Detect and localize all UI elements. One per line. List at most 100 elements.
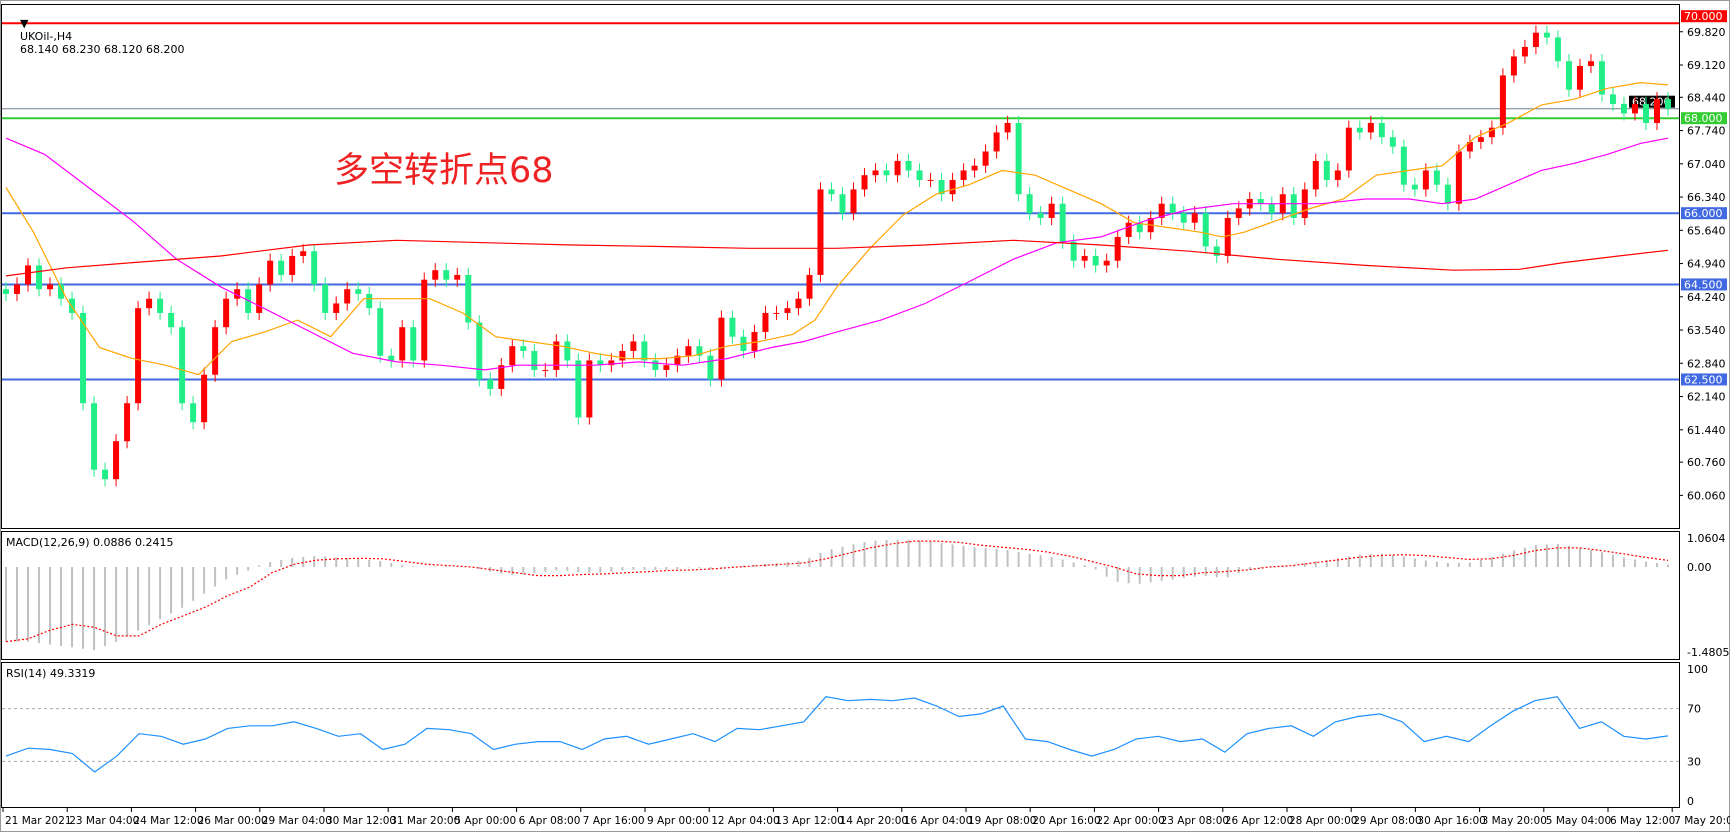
price-tick-label: 67.740 bbox=[1687, 125, 1726, 138]
candle-bull bbox=[1631, 103, 1638, 114]
rsi-pane-frame bbox=[1, 662, 1680, 808]
time-tick-label: 30 Apr 16:00 bbox=[1417, 815, 1485, 827]
candle-bull bbox=[1103, 260, 1110, 266]
candle-bull bbox=[212, 327, 219, 375]
candle-bear bbox=[564, 341, 571, 361]
candle-bull bbox=[795, 298, 802, 309]
candle-bull bbox=[256, 284, 263, 313]
candle-bear bbox=[828, 189, 835, 195]
candle-bull bbox=[14, 284, 21, 294]
candle-bear bbox=[883, 170, 890, 176]
price-level-badge bbox=[1681, 112, 1727, 125]
candle-bull bbox=[1235, 208, 1242, 218]
candle-bull bbox=[1510, 56, 1517, 76]
candle-bear bbox=[696, 346, 703, 356]
macd-axis-label: -1.4805 bbox=[1687, 646, 1729, 659]
candle-bear bbox=[157, 298, 164, 313]
candle-bear bbox=[938, 179, 945, 195]
price-level-label: 68.200 bbox=[1632, 96, 1671, 109]
rsi-axis-label: 0 bbox=[1687, 795, 1694, 808]
candle-bull bbox=[861, 175, 868, 190]
candle-bear bbox=[1378, 122, 1385, 138]
candle-bull bbox=[146, 298, 153, 309]
ohlc-readout: 68.140 68.230 68.120 68.200 bbox=[20, 43, 185, 56]
candle-bear bbox=[355, 289, 362, 294]
candle-bear bbox=[1323, 160, 1330, 180]
candle-bear bbox=[1665, 99, 1671, 109]
candle-bear bbox=[322, 284, 329, 313]
candle-bear bbox=[1598, 61, 1605, 95]
rsi-line bbox=[5, 696, 1669, 773]
price-tick-label: 63.540 bbox=[1687, 324, 1726, 337]
candle-bull bbox=[1334, 170, 1341, 180]
candle-bull bbox=[751, 331, 758, 351]
candle-bear bbox=[476, 322, 483, 380]
candle-bear bbox=[916, 170, 923, 180]
candle-bull bbox=[289, 255, 296, 275]
candle-bull bbox=[762, 312, 769, 332]
candle-bull bbox=[1367, 122, 1374, 133]
time-tick-label: 20 Apr 16:00 bbox=[1032, 815, 1100, 827]
symbol-label: UKOil-,H4 bbox=[20, 30, 73, 43]
candle-bull bbox=[1312, 160, 1319, 190]
candle-bull bbox=[1422, 170, 1429, 190]
candle-bull bbox=[817, 189, 824, 275]
candle-bull bbox=[1653, 99, 1660, 123]
candle-bear bbox=[1059, 203, 1066, 242]
macd-title: MACD(12,26,9) 0.0886 0.2415 bbox=[6, 536, 174, 549]
candle-bull bbox=[971, 165, 978, 171]
candle-bull bbox=[784, 308, 791, 313]
price-level-badge bbox=[1629, 95, 1675, 108]
candle-bear bbox=[1642, 103, 1649, 123]
candle-bull bbox=[344, 289, 351, 304]
time-tick-label: 31 Mar 20:00 bbox=[390, 815, 460, 827]
candle-bull bbox=[234, 289, 241, 299]
time-tick-label: 23 Mar 04:00 bbox=[69, 815, 139, 827]
candle-bull bbox=[872, 170, 879, 176]
moving-average-ma_slow bbox=[5, 239, 1669, 277]
time-tick-label: 3 May 20:00 bbox=[1482, 815, 1547, 827]
candle-bear bbox=[3, 289, 9, 294]
candle-bear bbox=[1433, 170, 1440, 185]
candle-bear bbox=[80, 312, 87, 404]
candle-bear bbox=[1444, 184, 1451, 204]
candle-bear bbox=[575, 360, 582, 418]
candle-bear bbox=[366, 293, 373, 309]
candle-bull bbox=[25, 265, 32, 285]
candle-bull bbox=[1004, 122, 1011, 133]
candle-bull bbox=[1455, 151, 1462, 204]
time-tick-label: 13 Apr 12:00 bbox=[775, 815, 843, 827]
candle-bull bbox=[1587, 61, 1594, 66]
candle-bull bbox=[135, 308, 142, 404]
price-tick-label: 67.040 bbox=[1687, 158, 1726, 171]
candle-bull bbox=[773, 312, 780, 314]
candle-bull bbox=[1191, 213, 1198, 223]
price-tick-label: 64.940 bbox=[1687, 258, 1726, 271]
candle-bull bbox=[619, 350, 626, 361]
time-tick-label: 14 Apr 20:00 bbox=[840, 815, 908, 827]
candle-bear bbox=[641, 341, 648, 361]
candle-bear bbox=[311, 251, 318, 285]
candle-bull bbox=[663, 365, 670, 370]
time-tick-label: 6 May 12:00 bbox=[1610, 815, 1675, 827]
moving-average-ma_fast bbox=[5, 81, 1669, 376]
time-tick-label: 5 Apr 00:00 bbox=[454, 815, 516, 827]
candle-bull bbox=[1158, 203, 1165, 218]
candle-bear bbox=[36, 265, 43, 290]
candle-bear bbox=[520, 346, 527, 351]
candle-bull bbox=[1081, 255, 1088, 261]
price-tick-label: 60.060 bbox=[1687, 489, 1726, 502]
macd-axis-label: 1.0604 bbox=[1687, 532, 1726, 545]
time-tick-label: 24 Mar 12:00 bbox=[133, 815, 203, 827]
time-tick-label: 22 Apr 00:00 bbox=[1096, 815, 1164, 827]
macd-pane-frame bbox=[1, 531, 1680, 660]
candle-bull bbox=[806, 274, 813, 299]
candle-bull bbox=[300, 251, 307, 256]
candle-bull bbox=[1499, 75, 1506, 128]
candle-bull bbox=[894, 160, 901, 176]
collapse-triangle-icon[interactable]: ▼ bbox=[20, 17, 29, 30]
candle-bull bbox=[993, 132, 1000, 152]
